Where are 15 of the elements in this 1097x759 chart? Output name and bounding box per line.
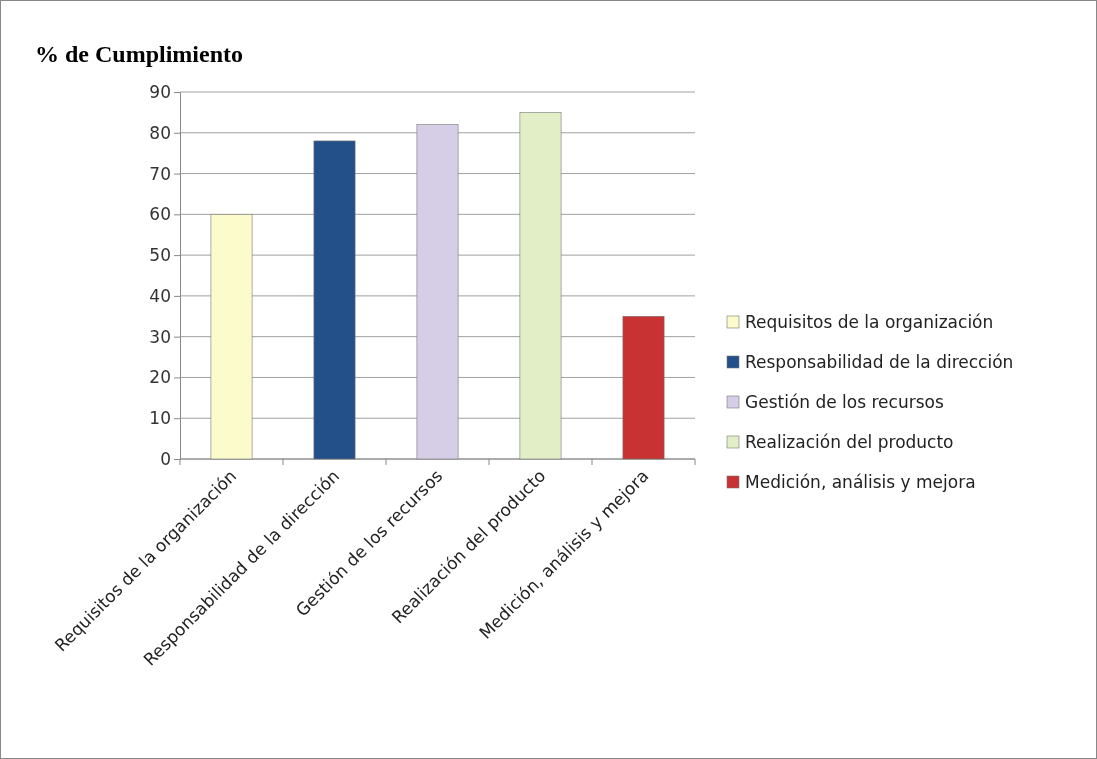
legend-label: Responsabilidad de la dirección: [745, 352, 1014, 372]
legend-label: Gestión de los recursos: [745, 392, 944, 412]
y-tick-label: 50: [149, 245, 171, 266]
y-tick-label: 40: [149, 285, 171, 306]
y-tick-label: 20: [149, 367, 171, 388]
legend-label: Realización del producto: [745, 432, 954, 452]
chart-title: % de Cumplimiento: [35, 41, 244, 67]
y-tick-label: 60: [149, 204, 171, 225]
y-tick-label: 80: [149, 122, 171, 143]
y-tick-label: 10: [149, 408, 171, 429]
y-tick-label: 90: [149, 81, 171, 102]
y-tick-label: 70: [149, 163, 171, 184]
legend-label: Requisitos de la organización: [745, 312, 994, 332]
y-tick-label: 30: [149, 326, 171, 347]
y-tick-label: 0: [160, 448, 171, 469]
